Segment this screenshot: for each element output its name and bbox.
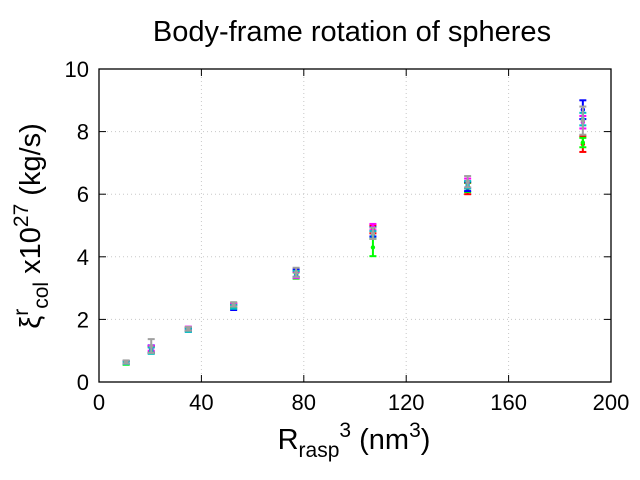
data-point	[231, 302, 236, 307]
data-series	[122, 99, 587, 366]
data-point	[370, 245, 376, 250]
data-point	[580, 118, 586, 123]
series-green	[122, 136, 587, 366]
x-tick-label: 160	[490, 390, 527, 415]
y-tick-label: 2	[77, 307, 89, 332]
x-tick-labels: 0 40 80 120 160 200	[93, 390, 629, 415]
y-tick-label: 8	[77, 120, 89, 145]
data-point	[465, 179, 470, 184]
data-point	[186, 326, 191, 331]
chart-title: Body-frame rotation of spheres	[153, 16, 551, 48]
series-gray	[122, 105, 587, 365]
data-point	[580, 140, 586, 145]
series-cyan	[122, 111, 587, 366]
series-blue	[122, 99, 587, 365]
x-axis-label: Rrasp3 (nm3)	[278, 419, 431, 462]
data-point	[370, 231, 376, 236]
x-tick-label: 120	[388, 390, 425, 415]
y-tick-labels: 0 2 4 6 8 10	[65, 57, 89, 395]
data-point	[293, 270, 299, 275]
x-tick-label: 0	[93, 390, 105, 415]
x-tick-label: 200	[593, 390, 630, 415]
y-tick-label: 10	[65, 57, 89, 82]
series-magenta	[122, 114, 587, 365]
y-axis-label: ξrcol x1027 (kg/s)	[10, 123, 53, 329]
x-tick-label: 40	[189, 390, 213, 415]
y-tick-label: 0	[77, 370, 89, 395]
y-tick-label: 4	[77, 245, 89, 270]
data-point	[123, 359, 129, 365]
series-red	[122, 135, 587, 366]
data-point	[149, 343, 154, 349]
x-tick-label: 80	[292, 390, 316, 415]
grid	[99, 69, 611, 382]
plot-frame	[98, 68, 612, 383]
y-tick-label: 6	[77, 182, 89, 207]
axis-ticks	[98, 68, 612, 383]
